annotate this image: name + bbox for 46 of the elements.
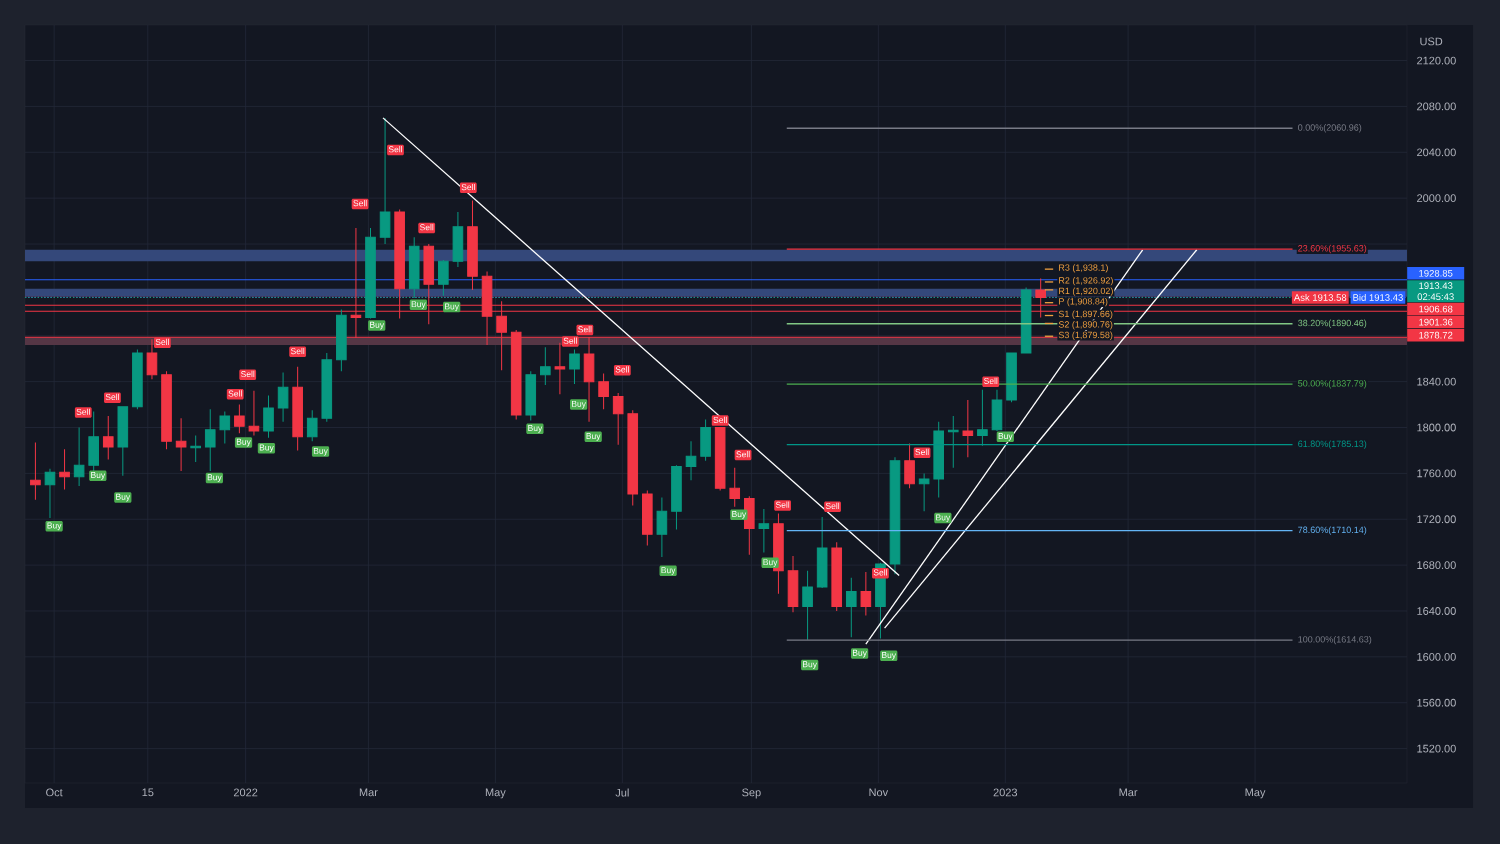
ref-line-label: Bid 1913.43 xyxy=(1353,293,1403,301)
y-tick-label: 1720.00 xyxy=(1417,515,1456,524)
series-label: 0.00%(2060.96) xyxy=(1298,124,1362,133)
y-axis-title: USD xyxy=(1420,37,1443,46)
ref-line-label: Ask 1913.58 xyxy=(1293,293,1347,301)
ref-line-label: 1906.68 xyxy=(1419,305,1453,313)
y-tick-label: 1520.00 xyxy=(1417,744,1456,753)
y-tick-label: 2040.00 xyxy=(1417,148,1456,157)
x-tick-label: Oct xyxy=(46,788,63,797)
y-tick-label: 1640.00 xyxy=(1417,607,1456,615)
series-label: R1 (1,920.02) xyxy=(1059,287,1113,296)
y-tick-label: 1560.00 xyxy=(1417,698,1456,707)
y-tick-label: 1760.00 xyxy=(1417,469,1456,478)
series-label: R3 (1,938.1) xyxy=(1059,264,1108,273)
x-tick-label: 15 xyxy=(142,788,154,797)
series-label: 78.60%(1710.14) xyxy=(1298,526,1367,535)
x-tick-label: Mar xyxy=(359,788,378,797)
x-tick-label: Nov xyxy=(869,788,889,797)
ref-line-label: 1878.72 xyxy=(1419,331,1453,339)
x-tick-label: 2022 xyxy=(233,788,258,797)
ref-line-label: 1901.36 xyxy=(1419,318,1453,326)
y-tick-label: 1800.00 xyxy=(1417,423,1456,432)
x-tick-label: May xyxy=(485,788,506,799)
series-label: 100.00%(1614.63) xyxy=(1298,635,1372,645)
series-label: 23.60%(1955.63) xyxy=(1298,244,1367,254)
series-label: S3 (1,879.58) xyxy=(1058,331,1113,340)
x-tick-label: Jul xyxy=(615,788,629,797)
x-tick-label: Sep xyxy=(742,788,761,799)
series-label: 50.00%(1837.79) xyxy=(1298,380,1367,389)
ref-line-label: 1928.85 xyxy=(1419,269,1453,277)
ref-line-label: 1913.43 02:45:43 xyxy=(1417,282,1454,301)
y-tick-label: 1680.00 xyxy=(1417,561,1456,570)
series-label: 38.20%(1890.46) xyxy=(1298,319,1367,328)
y-tick-label: 1840.00 xyxy=(1417,377,1456,386)
y-tick-label: 1600.00 xyxy=(1417,652,1456,661)
series-label: S1 (1,897.66) xyxy=(1058,310,1113,319)
series-label: R2 (1,926.92) xyxy=(1059,276,1113,286)
series-label: P (1,908.84) xyxy=(1059,297,1108,307)
y-tick-label: 2000.00 xyxy=(1417,194,1456,203)
series-label: 61.80%(1785.13) xyxy=(1298,440,1367,449)
series-label: S2 (1,890.76) xyxy=(1058,321,1113,330)
y-tick-label: 2120.00 xyxy=(1417,56,1456,65)
y-tick-label: 2080.00 xyxy=(1417,102,1456,111)
x-tick-label: May xyxy=(1245,788,1266,799)
x-tick-label: Mar xyxy=(1119,788,1138,797)
x-tick-label: 2023 xyxy=(993,788,1018,797)
